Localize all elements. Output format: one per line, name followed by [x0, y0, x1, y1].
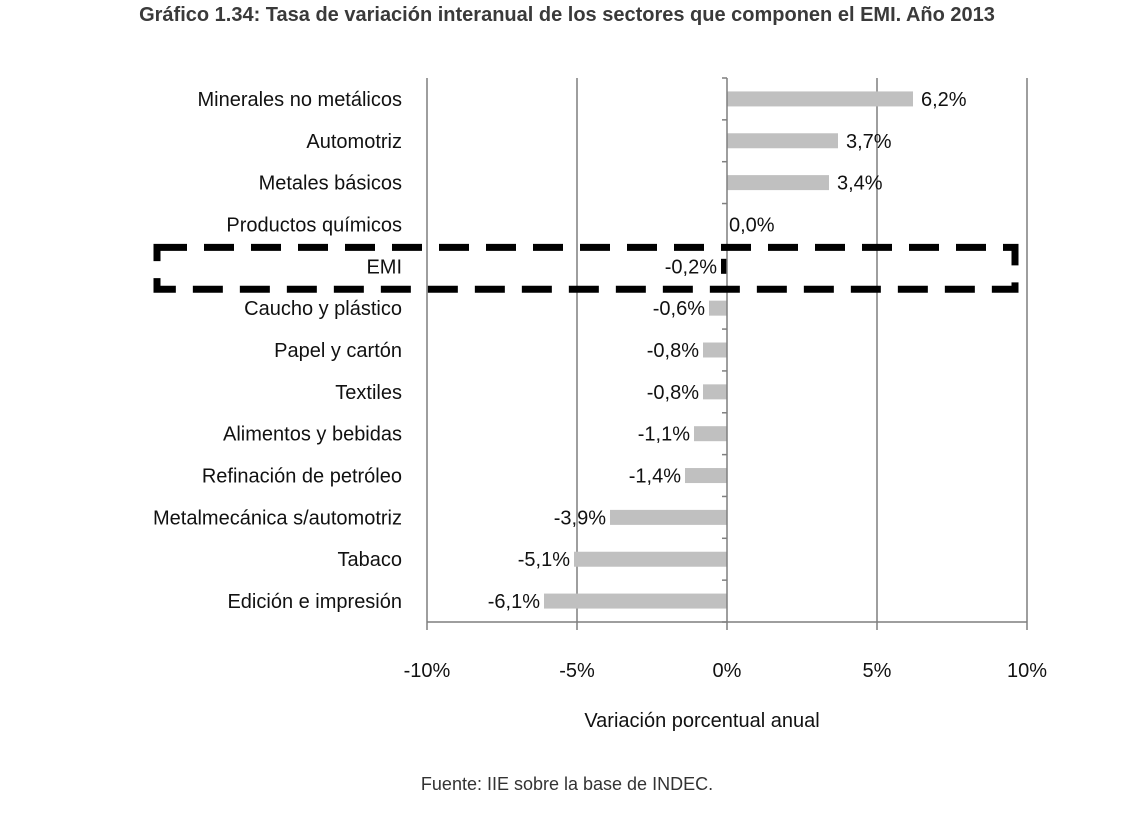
data-label: -3,9%	[554, 507, 606, 529]
bar	[703, 342, 727, 358]
bar	[685, 468, 727, 484]
x-tick-label: 5%	[863, 660, 892, 682]
bar	[694, 426, 727, 442]
category-label: Edición e impresión	[227, 591, 402, 613]
bar	[727, 133, 838, 149]
bar	[727, 175, 829, 191]
chart-title: Gráfico 1.34: Tasa de variación interanu…	[139, 4, 995, 26]
data-label: -5,1%	[518, 549, 570, 571]
bars	[544, 91, 913, 609]
category-label: Papel y cartón	[274, 340, 402, 362]
category-label: Caucho y plástico	[244, 298, 402, 320]
category-label: Automotriz	[306, 131, 402, 153]
data-label: -1,4%	[629, 466, 681, 488]
data-label: 0,0%	[729, 214, 775, 236]
category-label: Minerales no metálicos	[197, 89, 402, 111]
data-label: -0,8%	[647, 340, 699, 362]
x-axis-title: Variación porcentual anual	[584, 710, 819, 732]
x-tick-label: -10%	[404, 660, 451, 682]
data-label: -0,8%	[647, 382, 699, 404]
bar	[574, 551, 727, 567]
category-label: Metalmecánica s/automotriz	[153, 507, 402, 529]
data-label: -6,1%	[488, 591, 540, 613]
category-labels: Minerales no metálicos Automotriz Metales …	[153, 89, 402, 613]
x-tick-label: -5%	[559, 660, 595, 682]
bar	[727, 91, 913, 107]
highlight-box-outline	[153, 243, 1019, 293]
data-label: -0,2%	[665, 256, 717, 278]
gridlines	[426, 78, 1028, 622]
category-label: EMI	[366, 256, 402, 278]
bar	[610, 509, 727, 525]
category-label: Refinación de petróleo	[202, 466, 402, 488]
bar	[703, 384, 727, 400]
bar	[709, 300, 727, 316]
data-label: -0,6%	[653, 298, 705, 320]
category-label: Tabaco	[338, 549, 403, 571]
tick-labels: -10% -5% 0% 5% 10%	[404, 660, 1048, 682]
data-label: 3,4%	[837, 173, 883, 195]
category-label: Alimentos y bebidas	[223, 424, 402, 446]
value-labels: 6,2% 3,7% 3,4% 0,0% -0,2% -0,6% -0,8% -0,8% -1,1…	[488, 89, 967, 613]
source-note: Fuente: IIE sobre la base de INDEC.	[420, 774, 714, 794]
data-label: 6,2%	[921, 89, 967, 111]
data-label: -1,1%	[638, 424, 690, 446]
axis	[426, 77, 1028, 630]
data-label: 3,7%	[846, 131, 892, 153]
bar	[544, 593, 727, 609]
category-label: Metales básicos	[259, 173, 402, 195]
highlight-box	[153, 243, 1019, 293]
category-label: Textiles	[335, 382, 402, 404]
x-tick-label: 0%	[713, 660, 742, 682]
x-tick-label: 10%	[1007, 660, 1047, 682]
bar	[721, 258, 727, 274]
category-label: Productos químicos	[226, 214, 402, 236]
